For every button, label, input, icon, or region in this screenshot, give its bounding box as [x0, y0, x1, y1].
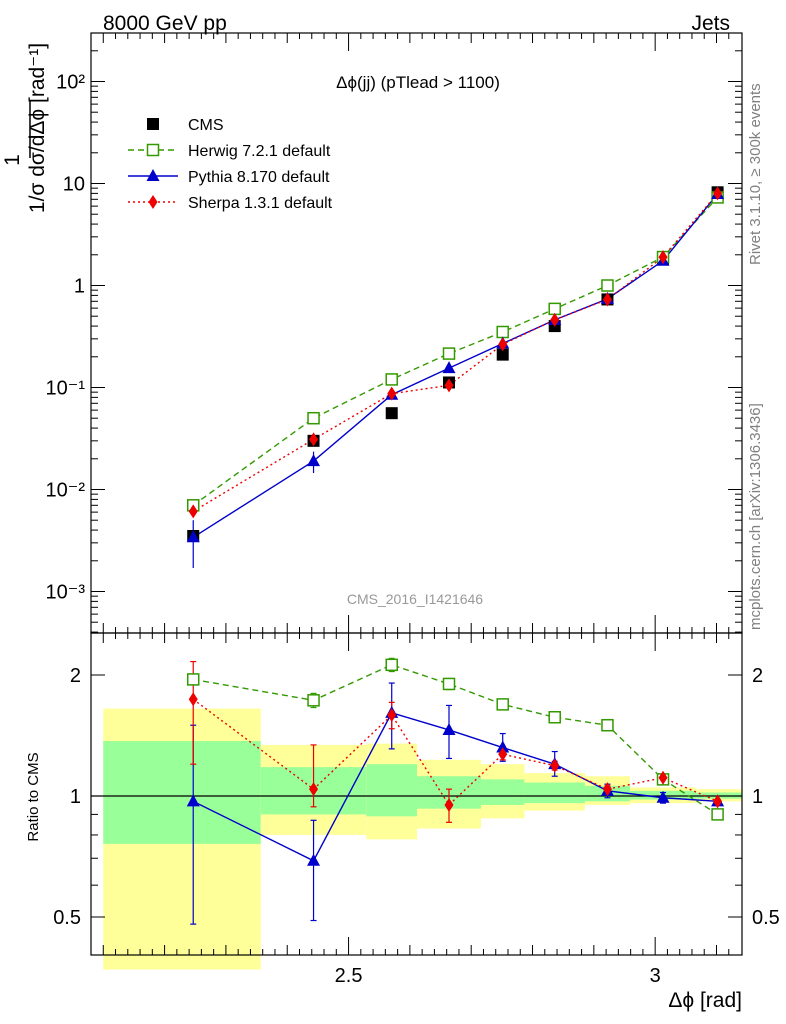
- main-title: Δϕ(jj) (pTlead > 1100): [336, 73, 500, 92]
- main-y-tick-label: 10⁻¹: [46, 378, 86, 400]
- ratio-y-tick-label-left: 1: [70, 786, 81, 808]
- ratio-marker-herwig: [307, 694, 320, 707]
- legend: CMS Herwig 7.2.1 default Pythia 8.170 defa…: [128, 117, 333, 212]
- ratio-marker-herwig: [496, 698, 509, 711]
- side-text-bottom: mcplots.cern.ch [arXiv:1306.3436]: [747, 403, 764, 630]
- main-marker-herwig: [601, 279, 614, 292]
- main-marker-herwig: [548, 302, 561, 316]
- uncertainty-band-stat: [103, 741, 261, 844]
- ratio-marker-pythia: [496, 740, 510, 753]
- main-series-line-pythia: [192, 193, 719, 538]
- ratio-marker-sherpa: [658, 770, 668, 785]
- x-tick-label: 2.5: [335, 965, 363, 987]
- legend-marker: [146, 143, 160, 157]
- main-marker-herwig: [442, 347, 456, 360]
- ratio-marker-herwig: [711, 808, 724, 821]
- legend-label: Sherpa 1.3.1 default: [188, 195, 333, 212]
- ratio-y-tick-label-left: 0.5: [53, 907, 81, 929]
- ratio-marker-sherpa: [713, 794, 723, 809]
- svg-text:1: 1: [1, 154, 24, 166]
- main-marker-herwig: [385, 373, 398, 386]
- legend-marker: [148, 195, 158, 209]
- legend-label: Pythia 8.170 default: [188, 169, 330, 186]
- uncertainty-band-stat: [366, 764, 418, 817]
- legend-label: Herwig 7.2.1 default: [188, 143, 331, 160]
- ratio-marker-herwig: [186, 673, 200, 686]
- side-text-top: Rivet 3.1.10, ≥ 300k events: [747, 83, 764, 265]
- main-y-tick-label: 10⁻³: [46, 582, 86, 604]
- main-marker-sherpa: [658, 250, 668, 265]
- ratio-marker-sherpa: [444, 797, 454, 812]
- ratio-y-tick-label-left: 2: [70, 665, 81, 687]
- main-y-tick-label: 1: [74, 276, 85, 298]
- legend-label: CMS: [188, 117, 224, 134]
- x-tick-label: 3: [650, 965, 661, 987]
- ratio-marker-herwig: [548, 711, 561, 724]
- ratio-y-tick-label-right: 2: [752, 665, 763, 687]
- main-marker-cms: [496, 348, 509, 361]
- ratio-marker-sherpa: [188, 692, 198, 707]
- legend-marker: [146, 169, 160, 181]
- main-y-tick-label: 10: [63, 174, 85, 196]
- legend-marker: [147, 118, 159, 130]
- main-marker-sherpa: [602, 292, 612, 307]
- ratio-marker-sherpa: [309, 782, 319, 797]
- ratio-frame: [90, 632, 743, 956]
- header-left: 8000 GeV pp: [103, 12, 227, 35]
- main-marker-sherpa: [444, 378, 454, 393]
- main-y-axis-label-text: 1/σ dσ/dΔϕ [rad⁻¹]: [26, 43, 49, 213]
- ratio-marker-pythia: [656, 790, 670, 803]
- analysis-watermark: CMS_2016_I1421646: [347, 591, 483, 607]
- header-right: Jets: [691, 12, 730, 35]
- main-marker-sherpa: [713, 186, 723, 201]
- main-series-line-herwig: [192, 196, 719, 506]
- ratio-marker-sherpa: [550, 758, 560, 773]
- ratio-marker-pythia: [186, 794, 200, 807]
- ratio-series-line-sherpa: [192, 698, 718, 807]
- uncertainty-band-stat: [481, 779, 525, 805]
- ratio-y-tick-label-right: 0.5: [752, 907, 780, 929]
- main-marker-pythia: [442, 361, 456, 374]
- main-y-tick-label: 10²: [56, 72, 85, 94]
- ratio-marker-sherpa: [498, 747, 508, 762]
- main-marker-pythia: [186, 530, 200, 543]
- main-marker-sherpa: [309, 432, 319, 447]
- ratio-marker-pythia: [442, 722, 456, 735]
- main-marker-sherpa: [498, 337, 508, 352]
- main-marker-herwig: [496, 325, 509, 339]
- ratio-plot: 2.5 3 0.5 0.5 1 1 2 2: [53, 632, 780, 987]
- main-y-tick-label: 10⁻²: [46, 480, 86, 502]
- ratio-y-tick-label-right: 1: [752, 786, 763, 808]
- main-series-line-sherpa: [192, 192, 719, 512]
- ratio-marker-pythia: [307, 853, 321, 866]
- ratio-marker-sherpa: [602, 782, 612, 797]
- main-marker-herwig: [307, 411, 320, 425]
- uncertainty-band-stat: [524, 782, 585, 804]
- main-y-axis-label: 1 1/σ dσ/dΔϕ [rad⁻¹]: [1, 43, 49, 213]
- ratio-marker-sherpa: [387, 708, 397, 723]
- ratio-y-axis-label: Ratio to CMS: [25, 752, 42, 841]
- ratio-marker-herwig: [601, 718, 614, 732]
- main-marker-sherpa: [387, 386, 397, 401]
- ratio-marker-herwig: [442, 677, 456, 691]
- x-axis-label: Δϕ [rad]: [668, 989, 742, 1012]
- ratio-marker-herwig: [385, 658, 398, 672]
- main-marker-pythia: [307, 454, 321, 467]
- main-marker-sherpa: [550, 312, 560, 327]
- main-marker-cms: [385, 407, 398, 420]
- main-marker-sherpa: [188, 504, 198, 519]
